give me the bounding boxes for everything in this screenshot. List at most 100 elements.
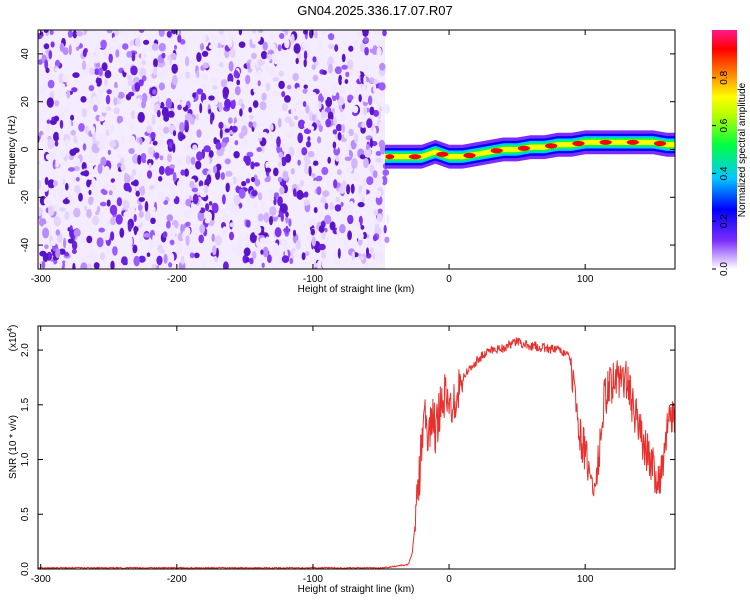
noise-speck xyxy=(175,239,180,248)
noise-speck xyxy=(261,262,265,268)
noise-speck xyxy=(246,257,250,263)
noise-speck xyxy=(199,43,205,51)
noise-speck xyxy=(47,79,55,89)
noise-speck xyxy=(87,263,93,269)
noise-speck xyxy=(167,110,175,118)
noise-speck xyxy=(226,81,234,90)
noise-speck xyxy=(53,115,60,122)
snr-panel: -300 -200 -100 0 100 0.0 0.5 1.0 1.5 2.0 Height … xyxy=(7,325,676,595)
noise-speck xyxy=(355,221,361,227)
noise-speck xyxy=(374,30,380,36)
noise-speck xyxy=(105,94,111,105)
noise-speck xyxy=(53,180,58,187)
noise-speck xyxy=(139,67,147,79)
noise-speck xyxy=(337,248,341,259)
noise-speck xyxy=(162,179,167,186)
noise-speck xyxy=(239,108,243,117)
noise-speck xyxy=(312,218,317,225)
noise-speck xyxy=(265,167,272,173)
noise-speck xyxy=(221,226,228,238)
noise-speck xyxy=(71,87,78,93)
noise-speck xyxy=(146,170,153,179)
noise-speck xyxy=(163,200,168,205)
noise-speck xyxy=(86,63,91,71)
noise-speck xyxy=(98,227,105,233)
noise-speck xyxy=(220,79,228,88)
noise-speck xyxy=(64,107,70,113)
noise-speck xyxy=(291,105,294,116)
noise-speck xyxy=(190,156,196,165)
noise-speck xyxy=(135,37,140,47)
colorbar-tick-label: 0.8 xyxy=(719,70,730,84)
noise-speck xyxy=(150,131,156,139)
noise-speck xyxy=(99,141,105,153)
y-tick-label: 20 xyxy=(20,96,31,108)
noise-speck xyxy=(321,258,327,269)
noise-speck xyxy=(120,98,125,105)
noise-speck xyxy=(192,193,199,205)
noise-speck xyxy=(273,195,277,206)
noise-speck xyxy=(186,246,194,253)
noise-speck xyxy=(86,235,93,244)
noise-speck xyxy=(91,143,98,153)
noise-speck xyxy=(185,221,191,227)
noise-speck xyxy=(170,234,176,240)
noise-speck xyxy=(278,70,284,77)
noise-speck xyxy=(316,260,322,269)
noise-speck xyxy=(237,243,243,249)
noise-speck xyxy=(238,41,246,48)
noise-speck xyxy=(130,174,134,181)
x-tick-label: -100 xyxy=(303,574,323,585)
noise-speck xyxy=(195,113,199,121)
y-tick-label: 40 xyxy=(20,48,31,60)
noise-speck xyxy=(359,194,363,201)
noise-speck xyxy=(357,201,365,208)
noise-speck xyxy=(48,50,53,60)
noise-speck xyxy=(76,30,84,37)
noise-speck xyxy=(128,148,135,154)
noise-speck xyxy=(378,82,386,91)
noise-speck xyxy=(67,245,73,254)
noise-speck xyxy=(306,140,311,148)
noise-speck xyxy=(348,128,354,137)
noise-speck xyxy=(276,136,281,147)
noise-speck xyxy=(257,80,261,87)
noise-speck xyxy=(90,157,95,164)
noise-speck xyxy=(161,106,169,118)
noise-speck xyxy=(293,188,297,197)
noise-speck xyxy=(336,108,341,114)
noise-speck xyxy=(88,85,95,92)
noise-speck xyxy=(259,237,267,244)
ridge-peak xyxy=(599,139,612,145)
noise-speck xyxy=(222,194,226,205)
noise-speck xyxy=(251,250,257,260)
noise-speck xyxy=(80,96,87,103)
noise-speck xyxy=(163,126,170,134)
ridge-peak xyxy=(463,152,476,159)
noise-speck xyxy=(215,247,219,258)
noise-speck xyxy=(192,144,198,151)
noise-speck xyxy=(277,117,282,128)
noise-speck xyxy=(338,185,346,194)
noise-speck xyxy=(249,232,257,244)
noise-speck xyxy=(285,214,289,224)
noise-speck xyxy=(68,44,72,56)
noise-speck xyxy=(311,236,316,247)
noise-speck xyxy=(130,65,138,76)
ridge-peak xyxy=(626,139,639,145)
noise-speck xyxy=(72,72,80,78)
noise-speck xyxy=(351,158,358,169)
noise-speck xyxy=(146,252,151,257)
noise-speck xyxy=(88,251,96,259)
colorbar-tick-label: 0.6 xyxy=(719,118,730,132)
noise-speck xyxy=(305,251,310,257)
noise-speck xyxy=(309,30,314,39)
noise-speck xyxy=(58,130,64,141)
noise-speck xyxy=(361,122,366,129)
noise-speck xyxy=(327,156,332,164)
noise-speck xyxy=(177,158,182,166)
noise-speck xyxy=(334,44,339,52)
noise-speck xyxy=(345,71,350,78)
noise-speck xyxy=(307,136,311,142)
noise-speck xyxy=(106,129,110,137)
